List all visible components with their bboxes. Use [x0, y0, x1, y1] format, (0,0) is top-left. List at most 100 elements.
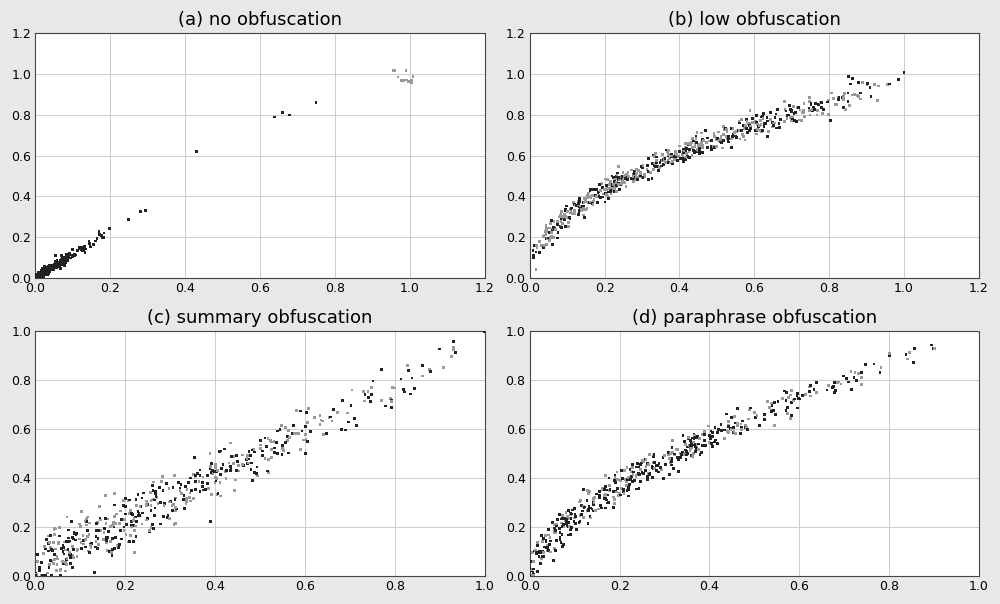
Point: [252, 440, 268, 450]
Point: [761, 403, 777, 413]
Point: [678, 450, 694, 460]
Point: [907, 344, 923, 353]
Point: [149, 492, 165, 502]
Point: [546, 222, 562, 232]
Point: [60, 536, 76, 546]
Point: [554, 212, 570, 222]
Point: [640, 166, 656, 176]
Point: [618, 181, 634, 191]
Point: [796, 108, 812, 117]
Point: [599, 495, 615, 505]
Point: [34, 271, 50, 280]
Point: [529, 243, 545, 253]
Point: [572, 497, 588, 507]
Point: [572, 510, 588, 520]
Point: [73, 538, 89, 547]
Point: [780, 110, 796, 120]
Point: [312, 420, 328, 429]
Point: [657, 153, 673, 163]
Point: [723, 143, 739, 152]
Point: [33, 269, 49, 278]
Point: [285, 420, 301, 430]
Point: [767, 118, 783, 128]
Point: [28, 273, 44, 283]
Point: [530, 537, 546, 547]
Point: [723, 134, 739, 144]
Point: [37, 263, 53, 273]
Point: [635, 172, 651, 182]
Point: [147, 488, 163, 498]
Point: [603, 182, 619, 192]
Point: [837, 104, 853, 114]
Point: [40, 266, 56, 275]
Point: [49, 257, 65, 267]
Point: [123, 522, 139, 532]
Point: [76, 539, 92, 549]
Point: [623, 466, 639, 476]
Point: [308, 98, 324, 108]
Point: [617, 170, 633, 180]
Point: [88, 536, 104, 546]
Point: [542, 233, 558, 242]
Point: [607, 174, 623, 184]
Point: [605, 182, 621, 191]
Point: [275, 443, 291, 453]
Point: [574, 501, 590, 511]
Point: [321, 413, 337, 422]
Point: [694, 448, 710, 457]
Point: [729, 419, 745, 428]
Point: [843, 367, 859, 377]
Point: [218, 466, 234, 476]
Point: [208, 474, 224, 483]
Point: [394, 76, 410, 85]
Point: [76, 535, 92, 545]
Point: [695, 143, 711, 153]
Point: [560, 518, 576, 527]
Point: [545, 225, 561, 235]
Point: [228, 466, 244, 475]
Point: [609, 187, 625, 197]
Point: [611, 162, 627, 172]
Point: [536, 552, 552, 562]
Point: [74, 245, 90, 254]
Point: [77, 248, 93, 257]
Point: [563, 208, 579, 218]
Point: [647, 458, 663, 467]
Point: [748, 111, 764, 121]
Point: [860, 79, 876, 88]
Point: [116, 522, 132, 532]
Point: [187, 477, 203, 486]
Point: [750, 125, 766, 135]
Point: [52, 565, 68, 575]
Point: [120, 537, 136, 547]
Point: [581, 198, 597, 207]
Point: [212, 478, 228, 487]
Point: [568, 525, 584, 535]
Point: [691, 140, 707, 149]
Point: [707, 143, 723, 152]
Point: [743, 124, 759, 133]
Point: [680, 432, 696, 442]
Point: [432, 344, 448, 354]
Point: [106, 489, 122, 499]
Point: [782, 112, 798, 122]
Point: [540, 525, 556, 535]
Point: [751, 120, 767, 130]
Point: [686, 430, 702, 440]
Point: [235, 460, 251, 469]
Point: [691, 140, 707, 150]
Point: [37, 270, 53, 280]
Point: [134, 519, 150, 529]
Point: [738, 121, 754, 130]
Point: [755, 108, 771, 118]
Point: [634, 161, 650, 171]
Point: [609, 172, 625, 181]
Point: [599, 181, 615, 191]
Point: [764, 400, 780, 410]
Point: [631, 471, 647, 480]
Point: [759, 113, 775, 123]
Point: [122, 495, 138, 505]
Point: [32, 270, 48, 280]
Point: [709, 134, 725, 144]
Point: [563, 514, 579, 524]
